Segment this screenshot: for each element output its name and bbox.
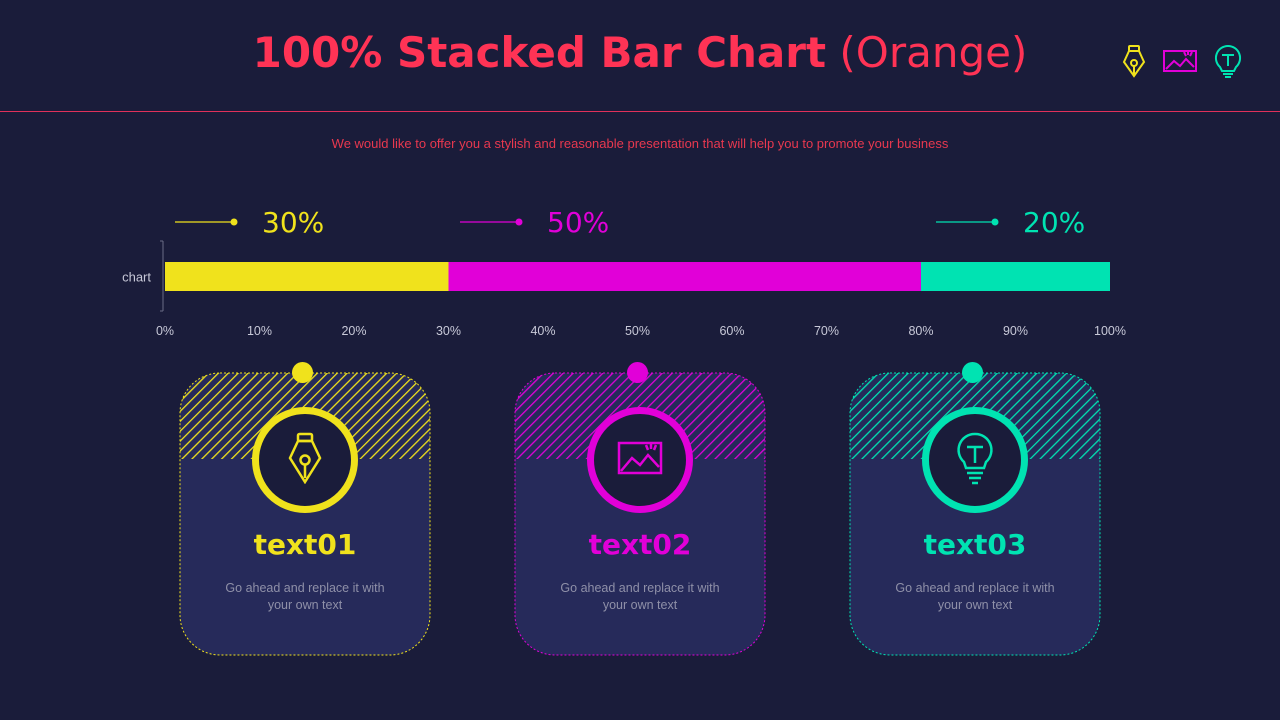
- x-tick-label: 20%: [341, 324, 366, 338]
- card-body-text: Go ahead and replace it with your own te…: [560, 581, 720, 612]
- x-tick-label: 40%: [530, 324, 555, 338]
- data-label-text03: 20%: [1023, 206, 1085, 239]
- card-text02: text02 Go ahead and replace it with your…: [514, 362, 766, 656]
- x-tick-label: 70%: [814, 324, 839, 338]
- page-title: 100% Stacked Bar Chart (Orange): [0, 28, 1280, 77]
- header-divider: [0, 111, 1280, 112]
- card-title: text01: [253, 528, 357, 561]
- x-tick-label: 100%: [1094, 324, 1126, 338]
- image-icon: [1162, 48, 1198, 79]
- card-background: [514, 372, 766, 656]
- data-label-text02: 50%: [547, 206, 609, 239]
- pen-nib-icon: [285, 432, 325, 489]
- card-body-text: Go ahead and replace it with your own te…: [225, 581, 385, 612]
- x-tick-label: 10%: [247, 324, 272, 338]
- bar-text01: [165, 262, 449, 291]
- annotation-dot: [991, 218, 999, 226]
- card-text03: text03 Go ahead and replace it with your…: [849, 362, 1101, 656]
- card-title: text02: [588, 528, 692, 561]
- bar-text03: [921, 262, 1110, 291]
- x-tick-label: 60%: [719, 324, 744, 338]
- card-icon-ring: [922, 407, 1028, 513]
- subtitle: We would like to offer you a stylish and…: [331, 136, 949, 151]
- page-title-suffix: (Orange): [839, 28, 1028, 77]
- data-label-text01: 30%: [262, 206, 324, 239]
- x-tick-label: 50%: [625, 324, 650, 338]
- x-tick-label: 80%: [908, 324, 933, 338]
- header-icons: [1120, 44, 1244, 83]
- card-icon-ring: [587, 407, 693, 513]
- stacked-bar-chart: chart 30% 50% 20% 0% 10% 20% 30% 40% 50% 60% 70% 80%…: [122, 206, 1126, 338]
- card-text01: text01 Go ahead and replace it with your…: [179, 362, 431, 656]
- card-pin-dot: [292, 362, 313, 383]
- bar-text02: [448, 262, 921, 291]
- card-pin-dot: [962, 362, 983, 383]
- x-tick-label: 0%: [156, 324, 174, 338]
- pen-nib-icon: [1120, 44, 1148, 83]
- card-background: [849, 372, 1101, 656]
- image-icon: [616, 438, 664, 483]
- x-tick-label: 30%: [436, 324, 461, 338]
- card-body-text: Go ahead and replace it with your own te…: [895, 581, 1055, 612]
- card-icon-ring: [252, 407, 358, 513]
- lightbulb-icon: [1212, 44, 1244, 83]
- category-label: chart: [122, 270, 151, 285]
- lightbulb-icon: [955, 431, 995, 490]
- page-title-main: 100% Stacked Bar Chart: [252, 28, 827, 77]
- card-pin-dot: [627, 362, 648, 383]
- annotation-dot: [230, 218, 238, 226]
- annotation-dot: [515, 218, 523, 226]
- x-tick-label: 90%: [1003, 324, 1028, 338]
- card-title: text03: [923, 528, 1027, 561]
